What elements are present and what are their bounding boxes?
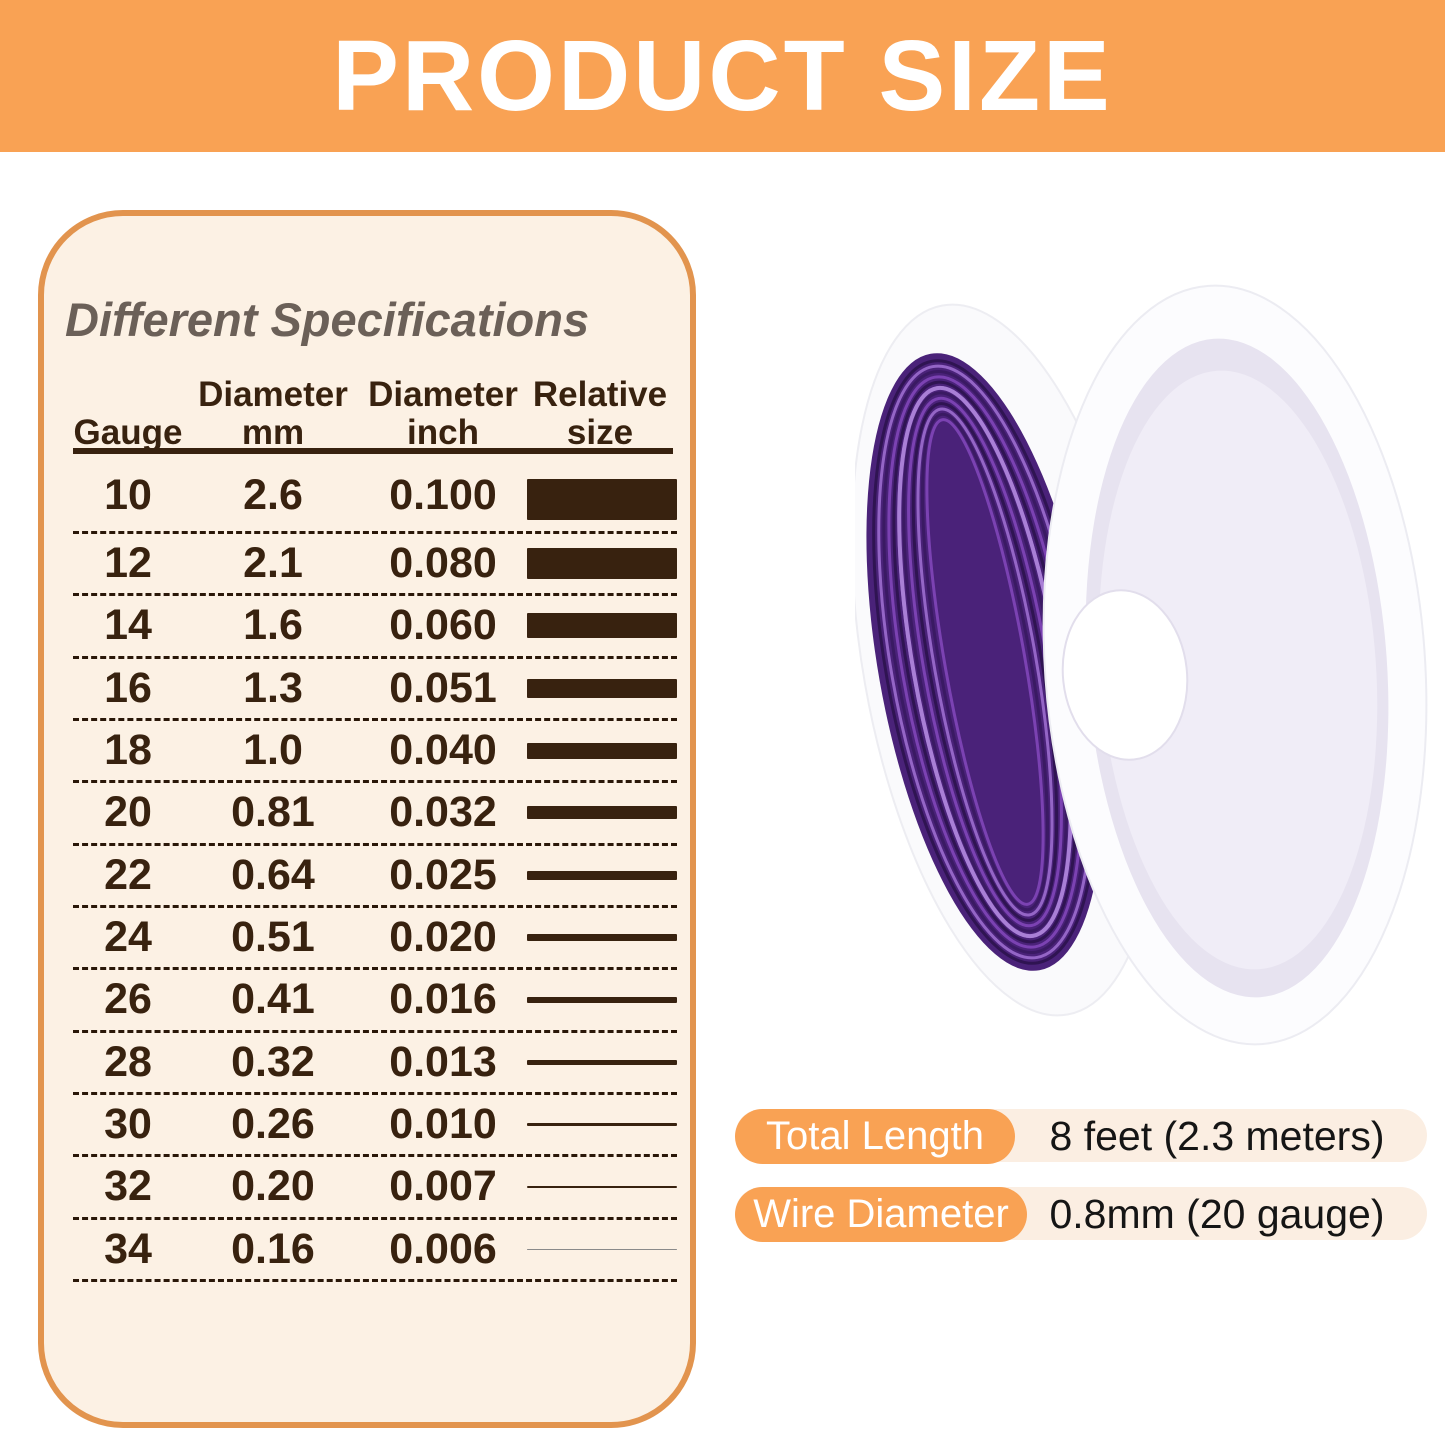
relative-size-bar <box>527 678 677 698</box>
page-title: PRODUCT SIZE <box>332 19 1113 132</box>
table-row: 26 0.41 0.016 <box>73 970 677 1033</box>
spool-center-hole <box>1061 589 1189 761</box>
column-header-relative-size: Relative size <box>532 375 668 453</box>
relative-size-bar <box>527 806 677 820</box>
relative-size-cell <box>523 742 677 759</box>
diameter-mm-cell: 0.81 <box>231 788 315 837</box>
diameter-mm-cell: 0.26 <box>231 1100 315 1149</box>
wire-diameter-value: 0.8mm (20 gauge) <box>1049 1191 1385 1237</box>
diameter-inch-cell: 0.060 <box>389 601 497 650</box>
table-row: 10 2.6 0.100 <box>73 454 677 534</box>
relative-size-bar <box>527 996 677 1003</box>
diameter-inch-cell: 0.013 <box>389 1037 497 1086</box>
column-header-diameter-mm: Diameter mm <box>198 375 348 453</box>
relative-size-bar <box>527 870 677 881</box>
gauge-cell: 24 <box>104 913 152 962</box>
diameter-mm-cell: 0.51 <box>231 913 315 962</box>
table-row: 20 0.81 0.032 <box>73 783 677 846</box>
total-length-value: 8 feet (2.3 meters) <box>1049 1113 1385 1159</box>
diameter-mm-cell: 0.32 <box>231 1037 315 1086</box>
relative-size-bar <box>527 479 677 520</box>
relative-size-cell <box>523 613 677 639</box>
table-row: 32 0.20 0.007 <box>73 1157 677 1220</box>
diameter-inch-cell: 0.080 <box>389 539 497 588</box>
spool-photo <box>855 284 1428 1046</box>
diameter-mm-cell: 0.20 <box>231 1162 315 1211</box>
relative-size-bar <box>527 613 677 639</box>
wire-diameter-label: Wire Diameter <box>753 1192 1009 1236</box>
column-header-diameter-inch: Diameter inch <box>368 375 518 453</box>
diameter-inch-cell: 0.010 <box>389 1100 497 1149</box>
gauge-cell: 34 <box>104 1224 152 1273</box>
relative-size-cell <box>523 678 677 698</box>
relative-size-cell <box>523 1122 677 1127</box>
table-row: 34 0.16 0.006 <box>73 1220 677 1282</box>
panel-title: Different Specifications <box>65 293 590 346</box>
relative-size-cell <box>523 1060 677 1065</box>
header-banner: PRODUCT SIZE <box>0 0 1445 152</box>
table-row: 30 0.26 0.010 <box>73 1095 677 1158</box>
relative-size-bar <box>527 1060 677 1065</box>
gauge-cell: 32 <box>104 1162 152 1211</box>
gauge-cell: 22 <box>104 850 152 899</box>
relative-size-cell <box>523 870 677 881</box>
relative-size-cell <box>523 933 677 942</box>
table-row: 28 0.32 0.013 <box>73 1033 677 1095</box>
diameter-mm-cell: 1.0 <box>243 726 303 775</box>
gauge-cell: 20 <box>104 788 152 837</box>
spec-panel: Different Specifications Gauge Diameter m… <box>38 210 696 1428</box>
relative-size-bar <box>527 742 677 759</box>
relative-size-bar <box>527 1248 677 1251</box>
diameter-inch-cell: 0.007 <box>389 1162 497 1211</box>
relative-size-cell <box>523 479 677 520</box>
relative-size-bar <box>527 548 677 580</box>
gauge-cell: 30 <box>104 1100 152 1149</box>
gauge-cell: 18 <box>104 726 152 775</box>
table-row: 16 1.3 0.051 <box>73 659 677 721</box>
total-length-pill: Total Length <box>735 1109 1015 1164</box>
relative-size-cell <box>523 806 677 820</box>
spool-front-face-inner <box>1098 370 1378 970</box>
diameter-inch-cell: 0.016 <box>389 975 497 1024</box>
table-body: 10 2.6 0.100 12 2.1 0.080 14 1.6 0.060 16 1.3 0.051… <box>73 454 677 1282</box>
gauge-cell: 26 <box>104 975 152 1024</box>
table-row: 12 2.1 0.080 <box>73 534 677 597</box>
diameter-inch-cell: 0.040 <box>389 726 497 775</box>
diameter-inch-cell: 0.032 <box>389 788 497 837</box>
relative-size-cell <box>523 1185 677 1189</box>
gauge-cell: 28 <box>104 1037 152 1086</box>
relative-size-bar <box>527 1185 677 1189</box>
diameter-mm-cell: 0.41 <box>231 975 315 1024</box>
gauge-cell: 12 <box>104 539 152 588</box>
diameter-inch-cell: 0.006 <box>389 1224 497 1273</box>
table-row: 24 0.51 0.020 <box>73 908 677 971</box>
total-length-label: Total Length <box>766 1114 984 1158</box>
diameter-mm-cell: 1.6 <box>243 601 303 650</box>
gauge-cell: 10 <box>104 471 152 519</box>
diameter-mm-cell: 0.64 <box>231 850 315 899</box>
diameter-mm-cell: 0.16 <box>231 1224 315 1273</box>
diameter-mm-cell: 2.1 <box>243 539 303 588</box>
relative-size-cell <box>523 548 677 580</box>
wire-diameter-pill: Wire Diameter <box>735 1187 1027 1242</box>
column-header-gauge: Gauge <box>73 413 183 453</box>
relative-size-bar <box>527 933 677 942</box>
relative-size-cell <box>523 996 677 1003</box>
relative-size-bar <box>527 1122 677 1127</box>
relative-size-cell <box>523 1248 677 1251</box>
table-header-row: Gauge Diameter mm Diameter inch Relative si… <box>73 376 677 453</box>
diameter-inch-cell: 0.020 <box>389 913 497 962</box>
table-row: 14 1.6 0.060 <box>73 596 677 659</box>
diameter-inch-cell: 0.100 <box>389 471 497 519</box>
diameter-mm-cell: 2.6 <box>243 471 303 519</box>
gauge-cell: 14 <box>104 601 152 650</box>
gauge-cell: 16 <box>104 663 152 712</box>
diameter-inch-cell: 0.051 <box>389 663 497 712</box>
table-row: 18 1.0 0.040 <box>73 721 677 784</box>
table-header-rule <box>73 448 673 454</box>
table-row: 22 0.64 0.025 <box>73 846 677 908</box>
diameter-mm-cell: 1.3 <box>243 663 303 712</box>
diameter-inch-cell: 0.025 <box>389 850 497 899</box>
